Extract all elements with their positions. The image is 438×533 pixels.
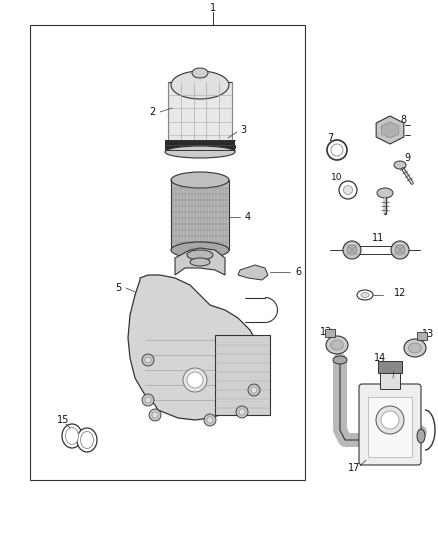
Text: 5: 5 <box>115 283 121 293</box>
Circle shape <box>248 384 260 396</box>
Ellipse shape <box>187 250 213 260</box>
Ellipse shape <box>171 71 229 99</box>
Text: 2: 2 <box>149 107 155 117</box>
Circle shape <box>183 368 207 392</box>
Ellipse shape <box>171 172 229 188</box>
Polygon shape <box>165 82 235 148</box>
Text: 14: 14 <box>374 353 386 363</box>
Ellipse shape <box>81 432 93 448</box>
Ellipse shape <box>326 336 348 354</box>
Text: 6: 6 <box>295 267 301 277</box>
Circle shape <box>239 409 245 415</box>
Polygon shape <box>175 248 225 275</box>
Text: ENGINE OIL: ENGINE OIL <box>378 435 402 439</box>
Ellipse shape <box>331 144 343 156</box>
Bar <box>325 329 335 337</box>
Ellipse shape <box>171 242 229 258</box>
Bar <box>380 371 400 389</box>
Ellipse shape <box>357 290 373 300</box>
Ellipse shape <box>190 258 210 266</box>
Text: MOPAR: MOPAR <box>381 442 399 448</box>
Ellipse shape <box>62 424 82 448</box>
Bar <box>378 361 402 373</box>
Text: 1: 1 <box>210 3 216 13</box>
Text: 12: 12 <box>394 288 406 298</box>
Text: 9: 9 <box>404 153 410 163</box>
Circle shape <box>145 357 151 363</box>
Ellipse shape <box>404 339 426 357</box>
Ellipse shape <box>327 140 347 160</box>
Bar <box>417 332 427 340</box>
Ellipse shape <box>343 185 353 195</box>
Ellipse shape <box>66 427 78 445</box>
Polygon shape <box>128 275 262 420</box>
Text: 3: 3 <box>240 125 246 135</box>
Bar <box>165 140 235 150</box>
Bar <box>171 180 229 250</box>
Ellipse shape <box>77 428 97 452</box>
Text: 4: 4 <box>245 212 251 222</box>
FancyBboxPatch shape <box>359 384 421 465</box>
Circle shape <box>251 387 257 393</box>
Text: 17: 17 <box>348 463 360 473</box>
Ellipse shape <box>331 340 343 350</box>
Polygon shape <box>376 116 404 144</box>
Text: 13: 13 <box>422 329 434 339</box>
Ellipse shape <box>394 161 406 169</box>
Ellipse shape <box>361 293 369 297</box>
Ellipse shape <box>409 343 421 353</box>
Ellipse shape <box>165 146 235 158</box>
Polygon shape <box>381 122 399 138</box>
Circle shape <box>343 241 361 259</box>
Circle shape <box>145 397 151 403</box>
Circle shape <box>187 372 203 388</box>
Circle shape <box>204 414 216 426</box>
Text: 7: 7 <box>327 133 333 143</box>
Circle shape <box>236 406 248 418</box>
Bar <box>30 25 305 480</box>
Circle shape <box>142 394 154 406</box>
Circle shape <box>207 417 213 423</box>
Circle shape <box>381 411 399 429</box>
Ellipse shape <box>192 68 208 78</box>
Ellipse shape <box>417 429 425 443</box>
Circle shape <box>152 412 158 418</box>
Circle shape <box>347 245 357 255</box>
Text: 13: 13 <box>320 327 332 337</box>
Bar <box>215 335 270 415</box>
Circle shape <box>391 241 409 259</box>
Circle shape <box>376 406 404 434</box>
Ellipse shape <box>377 188 393 198</box>
Text: 15: 15 <box>57 415 69 425</box>
Text: 16: 16 <box>389 362 401 372</box>
Text: 8: 8 <box>400 115 406 125</box>
Text: 11: 11 <box>372 233 384 243</box>
Bar <box>368 397 412 457</box>
Circle shape <box>395 245 405 255</box>
Ellipse shape <box>339 181 357 199</box>
Circle shape <box>149 409 161 421</box>
Text: 10: 10 <box>331 174 343 182</box>
Polygon shape <box>238 265 268 280</box>
Circle shape <box>142 354 154 366</box>
Ellipse shape <box>333 356 347 364</box>
